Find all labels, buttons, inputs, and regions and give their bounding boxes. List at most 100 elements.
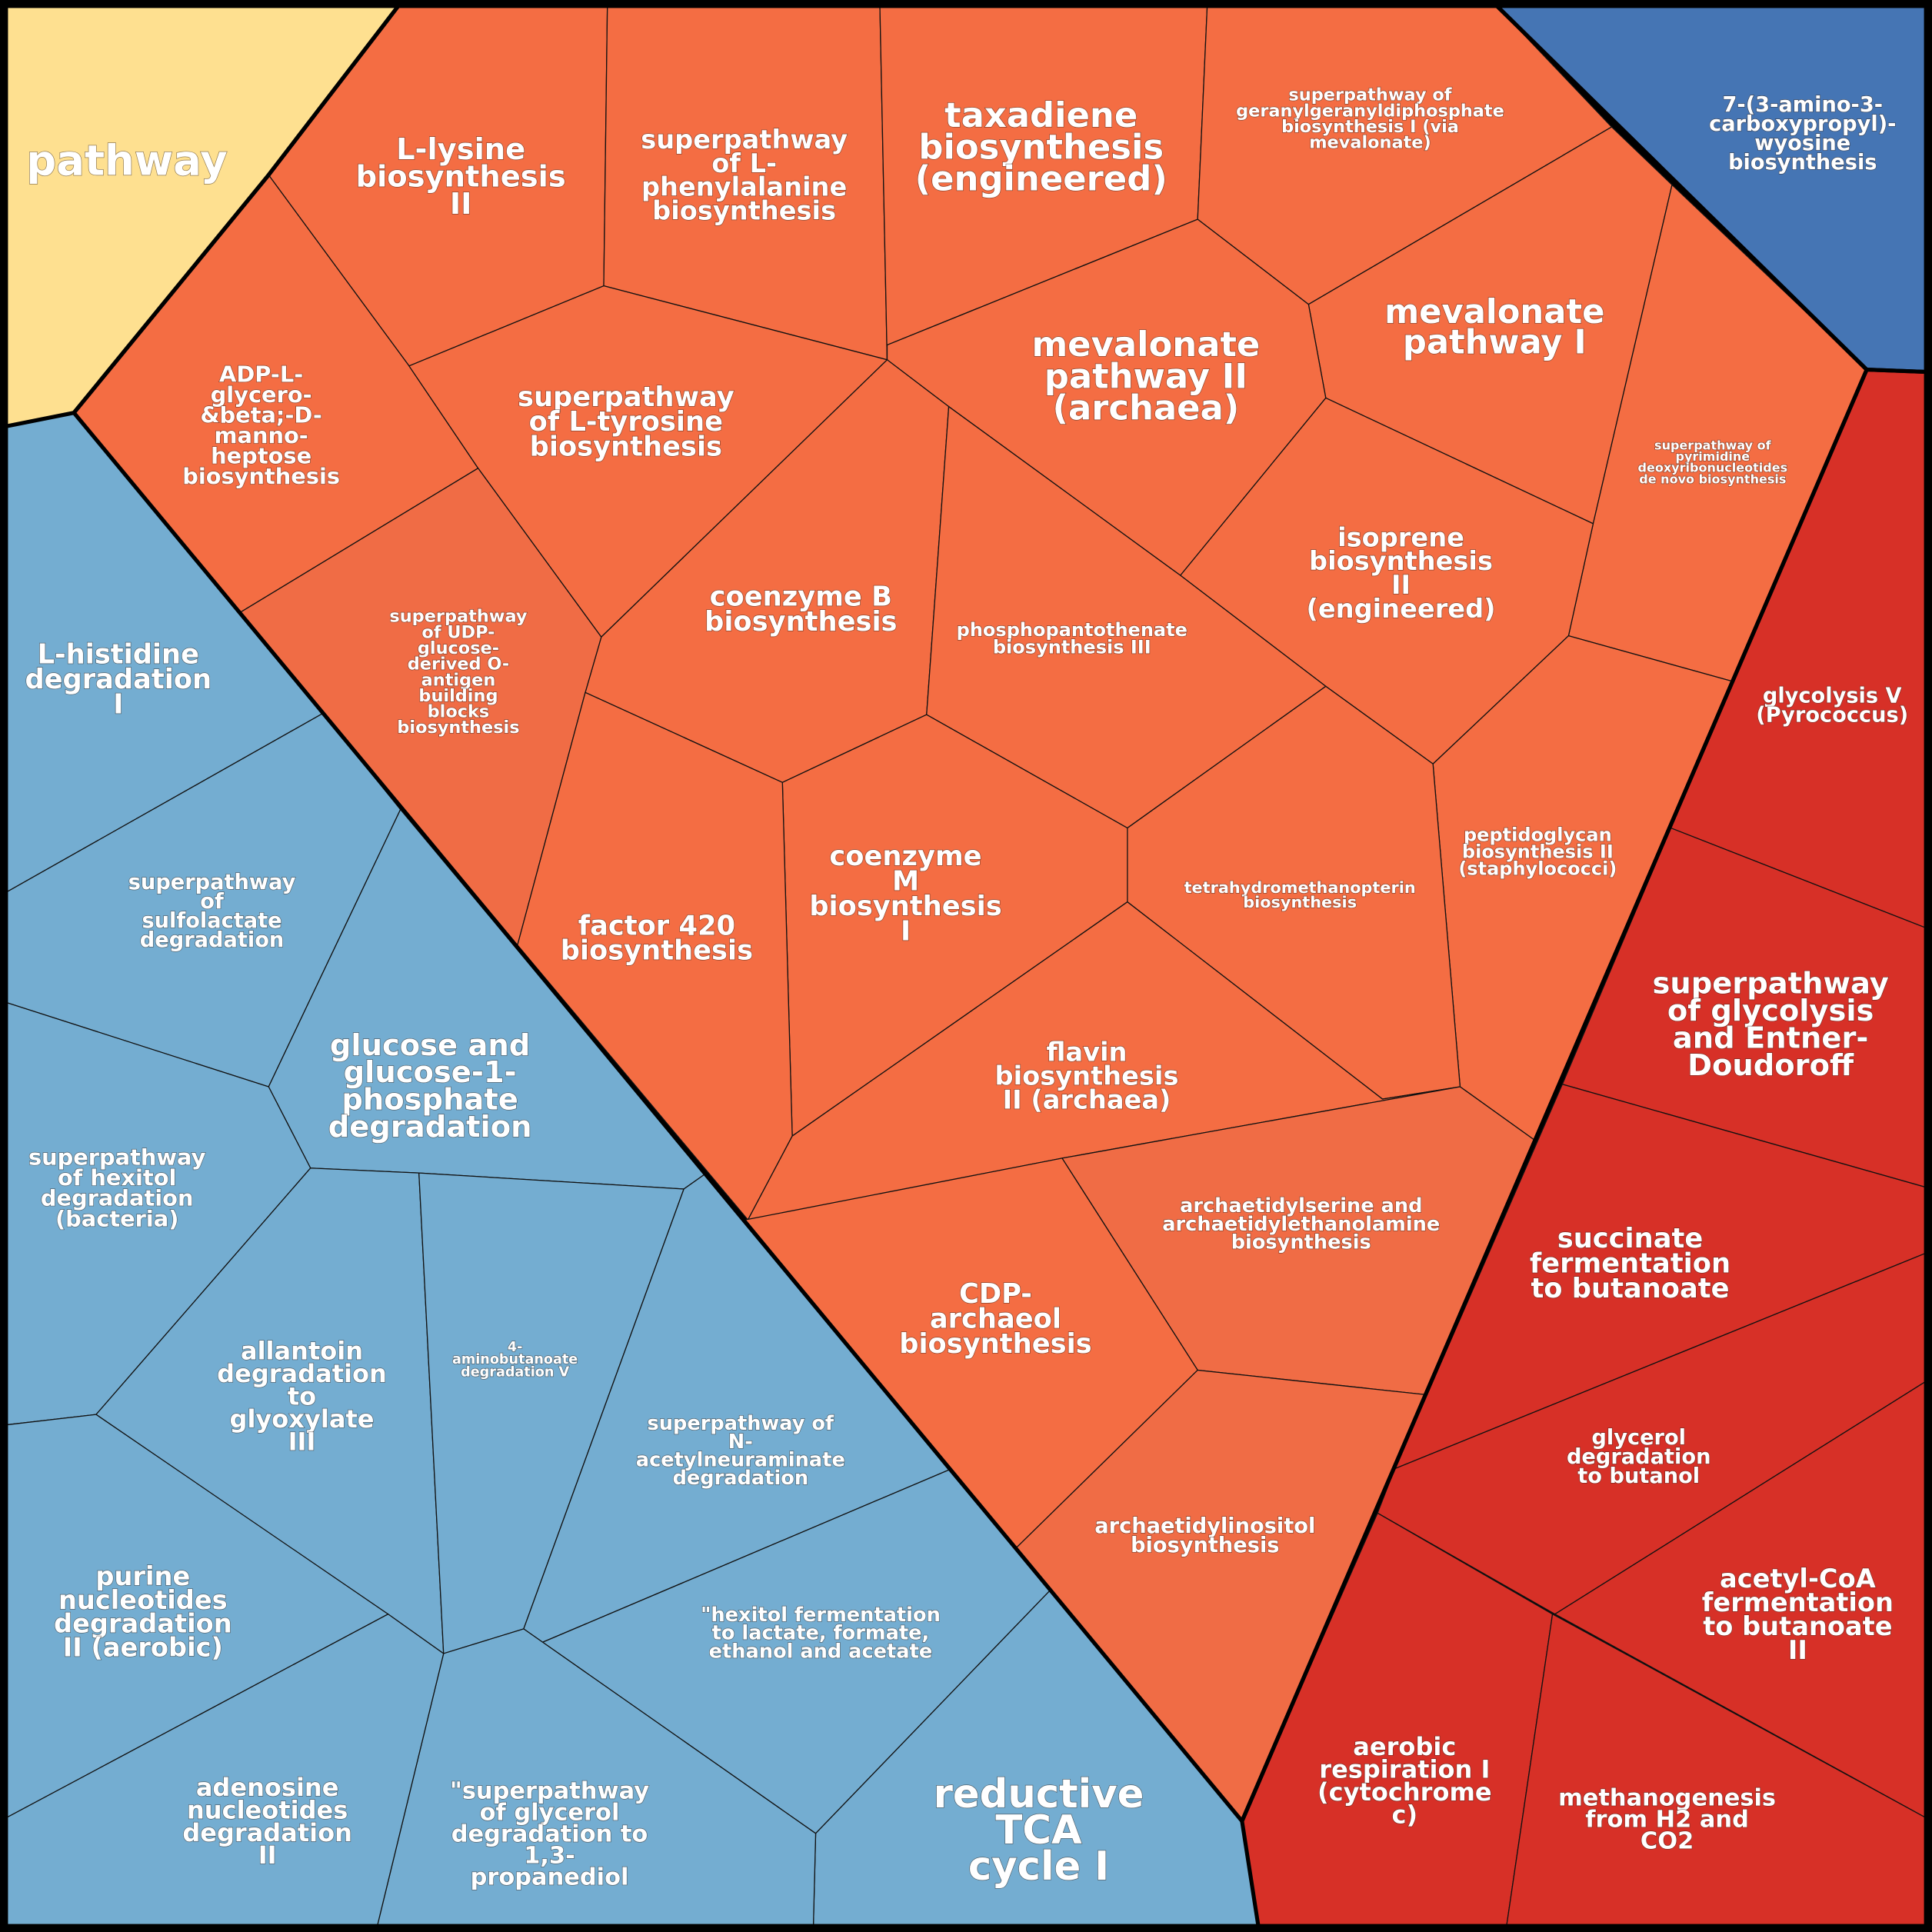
label-line: pathway II: [1044, 355, 1247, 396]
label-line: CDP-: [959, 1278, 1032, 1310]
label-line: phosphopantothenate: [957, 619, 1188, 641]
label-line: allantoin: [241, 1336, 363, 1365]
label-cdp-archaeol: CDP-archaeol biosynthesis: [899, 1278, 1091, 1360]
label-line: of UDP-: [421, 622, 495, 642]
label-line: glycerol: [1591, 1426, 1686, 1450]
label-line: (bacteria): [55, 1205, 178, 1231]
label-line: of: [200, 890, 225, 914]
cell-factor-420[interactable]: [517, 691, 793, 1221]
label-line: II: [450, 187, 472, 222]
label-line: degradation: [217, 1359, 387, 1388]
label-lysine: L-lysine biosynthesis II: [356, 132, 566, 222]
label-line: biosynthesis: [1309, 546, 1493, 576]
label-phosphopantothenate: phosphopantothenate biosynthesis III: [957, 619, 1188, 658]
cell-adenosine[interactable]: [0, 1613, 445, 1932]
label-line: glucose-: [418, 638, 499, 658]
label-line: taxadiene: [944, 95, 1138, 135]
label-line: II (archaea): [1003, 1084, 1171, 1114]
label-acetylneuraminate: superpathway of N-acetylneuraminate degrad…: [636, 1412, 845, 1490]
label-line: heptose: [211, 443, 311, 469]
label-line: flavin: [1047, 1037, 1128, 1067]
label-pathway: pathway: [26, 135, 227, 185]
label-line: (engineered): [915, 158, 1168, 199]
label-histidine: L-histidine degradation I: [25, 639, 212, 721]
label-line: degradation: [328, 1110, 532, 1144]
label-line: 1,3-: [524, 1842, 575, 1869]
label-succinate: succinate fermentation to butanoate: [1530, 1223, 1730, 1304]
label-line: of L-tyrosine: [529, 406, 723, 438]
label-line: CO2: [1641, 1827, 1694, 1854]
label-line: degradation: [25, 664, 212, 695]
label-line: archaetidylserine and: [1180, 1194, 1422, 1217]
label-line: sulfolactate: [142, 909, 281, 933]
label-line: methanogenesis: [1558, 1784, 1776, 1811]
label-line: (Pyrococcus): [1756, 703, 1908, 727]
label-line: nucleotides: [58, 1585, 228, 1615]
label-line: (staphylococci): [1458, 858, 1617, 880]
label-line: phenylalanine: [641, 172, 847, 202]
label-hexitol-bacteria: superpathway of hexitol degradation (bacter…: [28, 1144, 206, 1232]
label-line: ethanol and acetate: [709, 1640, 933, 1663]
label-line: I: [901, 915, 911, 947]
label-line: superpathway: [641, 125, 848, 155]
label-glucose: glucose and glucose-1-phosphate degradatio…: [328, 1028, 532, 1144]
label-line: degradation: [182, 1818, 352, 1847]
label-line: coenzyme B: [710, 581, 892, 613]
label-line: to: [288, 1381, 316, 1411]
label-line: L-lysine: [396, 132, 525, 167]
label-line: biosynthesis: [561, 935, 753, 967]
label-line: superpathway of: [1654, 438, 1772, 452]
label-line: (cytochrome: [1317, 1777, 1492, 1807]
label-line: degradation V: [461, 1364, 569, 1380]
label-line: mevalonate): [1309, 133, 1431, 153]
cell-methanogenesis[interactable]: [1505, 1613, 1932, 1932]
label-line: mevalonate: [1031, 324, 1260, 365]
label-line: coenzyme: [829, 841, 981, 872]
label-line: adenosine: [196, 1773, 339, 1802]
label-line: biosynthesis: [899, 1328, 1091, 1360]
label-line: II: [1788, 1635, 1807, 1665]
label-hexitol-fermentation: "hexitol fermentation to lactate, formate…: [701, 1604, 941, 1663]
label-factor-420: factor 420 biosynthesis: [561, 910, 753, 966]
label-line: of glycerol: [480, 1799, 620, 1826]
label-line: glycero-: [211, 381, 312, 408]
label-line: biosynthesis: [356, 160, 566, 195]
label-line: de novo biosynthesis: [1639, 471, 1786, 486]
label-line: superpathway: [518, 381, 734, 413]
label-line: pathway I: [1403, 324, 1587, 362]
label-line: degradation: [1567, 1445, 1710, 1469]
label-line: (engineered): [1306, 594, 1495, 624]
label-line: antigen: [421, 670, 496, 690]
label-taxadiene: taxadiene biosynthesis (engineered): [915, 95, 1168, 199]
label-line: blocks: [428, 702, 490, 722]
cell-glycolysis-entner[interactable]: [1561, 827, 1932, 1190]
label-line: isoprene: [1337, 522, 1464, 552]
label-line: M: [892, 866, 919, 898]
label-archaetidylinositol: archaetidylinositol biosynthesis: [1094, 1514, 1315, 1557]
label-glycolysis-entner: superpathway of glycolysis and Entner-Doud…: [1652, 967, 1888, 1083]
label-line: degradation: [673, 1467, 809, 1490]
label-line: biosynthesis: [1728, 151, 1877, 175]
label-line: II (aerobic): [63, 1633, 223, 1663]
label-line: biosynthesis I (via: [1281, 117, 1459, 137]
cell-acetyl-coa[interactable]: [1554, 1377, 1932, 1822]
label-line: archaetidylethanolamine: [1162, 1213, 1440, 1236]
label-line: &beta;-D-: [200, 402, 321, 428]
label-line: superpathway: [389, 607, 528, 627]
label-phenylalanine: superpathway of L-phenylalanine biosynthes…: [641, 125, 848, 226]
label-line: biosynthesis II: [1462, 841, 1614, 862]
label-line: L-histidine: [38, 639, 199, 671]
label-peptidoglycan: peptidoglycan biosynthesis II (staphylococ…: [1458, 824, 1617, 879]
label-line: glucose and: [330, 1028, 530, 1063]
label-line: pyrimidine: [1675, 449, 1750, 464]
label-line: nucleotides: [187, 1795, 348, 1824]
label-line: pathway: [26, 135, 227, 185]
label-line: II: [258, 1840, 277, 1870]
label-line: I: [113, 688, 123, 720]
label-line: of L-: [711, 148, 777, 178]
label-glycerol-propanediol: "superpathway of glycerol degradation to 1,…: [450, 1777, 649, 1890]
label-line: deoxyribonucleotides: [1638, 461, 1788, 475]
